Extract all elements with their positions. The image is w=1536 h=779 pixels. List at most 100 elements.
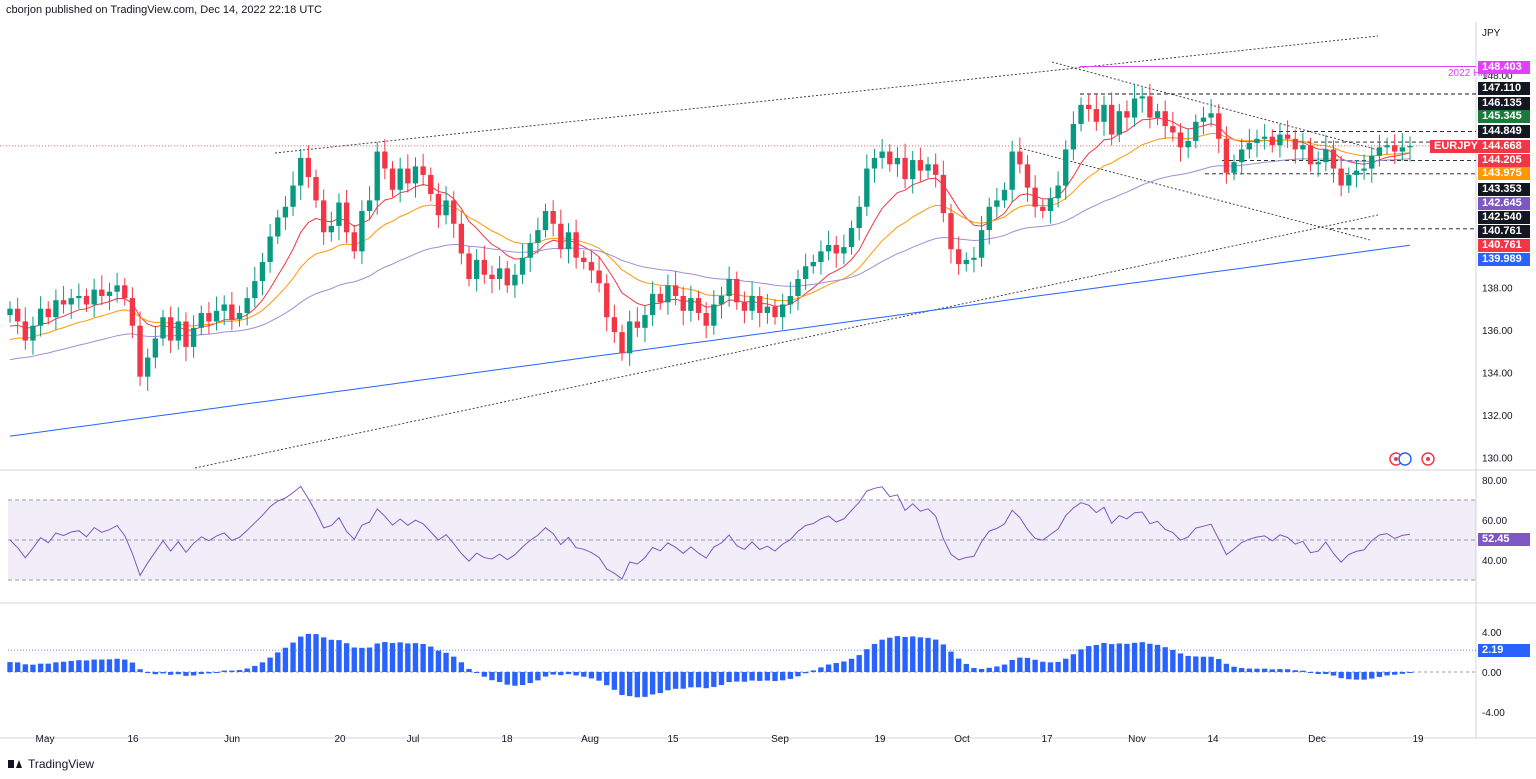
hist-bar (68, 660, 74, 672)
hist-bar (535, 672, 541, 681)
candle-body (634, 321, 640, 328)
price-label: 143.975 (1478, 166, 1530, 180)
candle-body (894, 157, 901, 165)
ema-200-line (9, 244, 1411, 437)
candle-body (106, 291, 113, 296)
candle-body (1070, 123, 1077, 150)
hist-last-label: 2.19 (1478, 643, 1530, 657)
hist-bar (1307, 672, 1314, 673)
candle-body (925, 164, 931, 171)
symbol-tag[interactable]: EURJPY (1430, 140, 1483, 153)
hist-bar (963, 663, 969, 672)
hist-bar (680, 672, 686, 689)
hist-bar (1139, 642, 1145, 672)
hist-bar (489, 672, 495, 681)
hist-bar (481, 672, 487, 677)
hist-bar (298, 636, 304, 672)
hist-bar (1070, 654, 1077, 672)
candle-body (933, 164, 939, 175)
hist-bar (1300, 670, 1306, 672)
candle-body (963, 259, 969, 265)
hist-bar (145, 672, 151, 673)
wedge-upper-line (1051, 61, 1379, 151)
hist-bar (772, 672, 778, 682)
hist-bar (711, 672, 717, 687)
candle-body (688, 298, 694, 311)
hist-bar (320, 637, 327, 672)
candle-body (1193, 121, 1199, 141)
candle-body (1185, 140, 1191, 148)
time-tick: Jul (407, 734, 420, 745)
candle-body (1200, 117, 1207, 122)
candle-body (190, 327, 197, 347)
hist-bar (366, 647, 373, 672)
time-tick: May (36, 734, 55, 745)
hist-bar (443, 652, 449, 672)
hist-bar (657, 672, 663, 694)
price-label: 144.849 (1478, 124, 1530, 138)
hist-tick: 0.00 (1482, 668, 1502, 679)
channel-lower-line (194, 214, 1379, 469)
hist-bar (397, 642, 403, 672)
ema-slow-line (9, 158, 1411, 361)
candle-body (489, 274, 495, 279)
hist-bar (1216, 659, 1222, 672)
candle-body (1024, 164, 1031, 188)
candle-body (1047, 198, 1054, 212)
hist-bar (879, 639, 885, 672)
candle-body (359, 211, 365, 252)
publisher-header: cborjon published on TradingView.com, De… (6, 4, 322, 16)
candle-body (542, 211, 549, 231)
hist-bar (848, 658, 855, 672)
hist-bar (588, 672, 595, 679)
hist-bar (741, 672, 748, 682)
hist-bar (1193, 656, 1199, 672)
candle-body (1040, 206, 1046, 212)
hist-bar (435, 650, 442, 672)
candle-body (1001, 189, 1008, 201)
candle-body (496, 268, 503, 279)
candle-body (229, 304, 235, 320)
hist-bar (152, 672, 159, 675)
candle-body (519, 257, 526, 275)
candle-body (871, 157, 878, 169)
hist-bar (466, 668, 472, 672)
candle-body (366, 200, 373, 212)
hist-bar (106, 659, 113, 672)
rsi-tick: 40.00 (1482, 556, 1507, 567)
hist-bar (1154, 644, 1161, 672)
candle-body (573, 232, 579, 258)
high-annotation: 2022 High (1448, 68, 1494, 79)
hist-bar (328, 639, 334, 672)
candle-body (1330, 149, 1337, 169)
hist-bar (994, 666, 1000, 672)
hist-bar (887, 637, 893, 672)
candle-body (1338, 168, 1344, 186)
candle-body (14, 308, 21, 322)
candle-body (558, 223, 564, 250)
candle-body (749, 295, 755, 311)
candle-body (244, 298, 250, 313)
hist-bar (1392, 672, 1398, 675)
hist-bar (30, 664, 36, 672)
hist-bar (1024, 657, 1031, 672)
candle-body (772, 306, 778, 318)
hist-bar (305, 633, 312, 672)
candle-body (940, 174, 947, 214)
candle-body (611, 317, 618, 333)
hist-bar (604, 672, 610, 686)
candle-body (473, 259, 480, 279)
candle-body (596, 270, 602, 284)
hist-bar (1177, 653, 1184, 672)
hist-bar (412, 643, 419, 672)
hist-bar (649, 672, 656, 695)
candle-body (129, 298, 136, 326)
candle-body (351, 232, 357, 252)
hist-bar (1200, 656, 1207, 672)
candle-body (810, 261, 816, 267)
hist-bar (986, 667, 992, 672)
hist-bar (925, 637, 931, 672)
alert-icons[interactable] (1389, 452, 1435, 466)
hist-bar (626, 672, 633, 697)
